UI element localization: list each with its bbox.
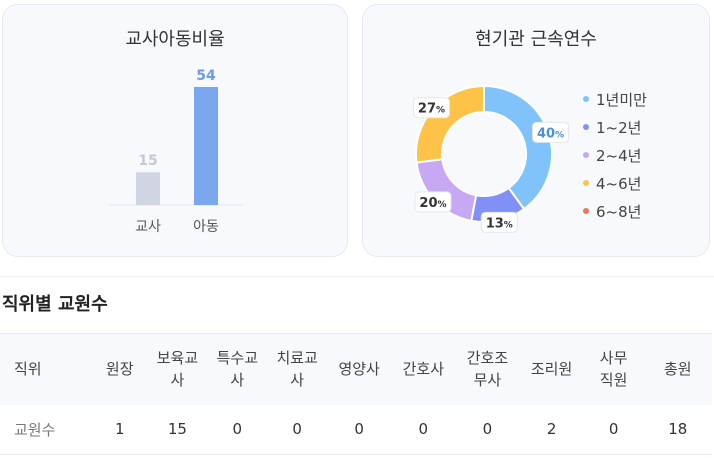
legend-item: 2~4년 (583, 141, 647, 169)
cell-total: 18 (668, 420, 688, 439)
col-header: 보육교사 (148, 334, 208, 405)
cell-childcare-teacher: 15 (167, 420, 187, 439)
slice-value-label: 27% (418, 102, 445, 117)
slice-label: 13% (480, 211, 518, 233)
col-header: 조리원 (530, 360, 573, 379)
cell-special-teacher: 0 (232, 420, 243, 439)
teacher-child-ratio-card: 교사아동비율 15 교사 54 아동 (2, 4, 348, 257)
legend-label: 6~8년 (596, 202, 642, 221)
cell-cook: 2 (546, 420, 557, 439)
donut-slice (483, 84, 553, 211)
section-divider (0, 276, 714, 277)
col-header-label: 보육교사 (156, 349, 199, 390)
staff-table: 직위 원장 보육교사 특수교사 치료교사 영양사 간호사 간호조무사 조리원 사… (0, 333, 712, 455)
legend-dot-icon (583, 96, 589, 102)
table-header-row: 직위 원장 보육교사 특수교사 치료교사 영양사 간호사 간호조무사 조리원 사… (0, 333, 712, 405)
col-header-label: 특수교사 (216, 349, 258, 390)
legend-item: 6~8년 (583, 197, 647, 225)
col-header-label: 치료교사 (276, 349, 318, 390)
col-header: 특수교사 (207, 334, 267, 405)
legend-label: 1~2년 (596, 118, 642, 137)
cell-therapy-teacher: 0 (292, 420, 302, 439)
slice-label-box (480, 211, 518, 233)
legend-item: 4~6년 (583, 169, 647, 197)
bar (194, 87, 218, 205)
legend-label: 4~6년 (596, 174, 642, 193)
slice-label: 20% (414, 191, 452, 213)
legend-label: 2~4년 (596, 146, 642, 165)
bar-category-label: 아동 (193, 219, 219, 235)
bar-value-label: 54 (196, 68, 216, 84)
slice-label-box (412, 97, 450, 119)
cell-nurse: 0 (418, 420, 429, 439)
staff-section-title: 직위별 교원수 (2, 294, 108, 315)
tenure-donut-chart: 40% 13% 20% 27% (412, 84, 570, 233)
col-header: 총원 (663, 360, 692, 379)
col-header: 원장 (105, 360, 134, 379)
cell-office-staff: 0 (608, 420, 619, 439)
slice-label-box (532, 121, 570, 143)
col-header: 간호조무사 (455, 334, 519, 405)
bar-value-label: 15 (138, 153, 157, 169)
col-header-label: 간호조무사 (466, 349, 509, 390)
legend-dot-icon (583, 124, 589, 130)
ratio-card-title: 교사아동비율 (125, 29, 225, 50)
slice-value-label: 20% (419, 196, 446, 211)
tenure-legend: 1년미만 1~2년 2~4년 4~6년 6~8년 (583, 85, 647, 225)
col-header: 사무직원 (584, 334, 644, 405)
col-header-label: 사무직원 (599, 349, 628, 390)
legend-item: 1년미만 (583, 85, 647, 113)
ratio-bar-chart: 15 교사 54 아동 (109, 68, 243, 235)
slice-value-label: 13% (486, 216, 513, 231)
tenure-card: 현기관 근속연수 40% 13% 20% 27% 1년미만 1~2년 2~4년 4~6년 6~… (362, 4, 710, 257)
bar-category-label: 교사 (135, 219, 161, 235)
legend-label: 1년미만 (596, 90, 647, 109)
cell-principal: 1 (114, 420, 125, 439)
donut-slice (415, 84, 485, 164)
col-header: 영양사 (338, 360, 380, 379)
col-header: 치료교사 (267, 334, 327, 405)
table-row: 교원수 1 15 0 0 0 0 0 2 0 18 (0, 405, 712, 455)
slice-unit: % (504, 220, 513, 230)
legend-item: 1~2년 (583, 113, 647, 141)
slice-value-label: 40% (537, 126, 564, 141)
col-header: 간호사 (402, 360, 444, 379)
tenure-card-title: 현기관 근속연수 (475, 29, 597, 50)
cell-nurse-aide: 0 (482, 420, 493, 439)
legend-dot-icon (583, 208, 589, 214)
legend-dot-icon (583, 180, 589, 186)
slice-unit: % (438, 200, 447, 210)
slice-label: 27% (412, 97, 450, 119)
col-header: 직위 (14, 360, 42, 379)
slice-label: 40% (532, 121, 570, 143)
slice-unit: % (555, 130, 564, 140)
slice-label-box (414, 191, 452, 213)
legend-dot-icon (583, 152, 589, 158)
cell-nutritionist: 0 (354, 420, 364, 439)
bar (136, 172, 160, 205)
row-label: 교원수 (14, 420, 56, 439)
slice-unit: % (436, 106, 445, 116)
